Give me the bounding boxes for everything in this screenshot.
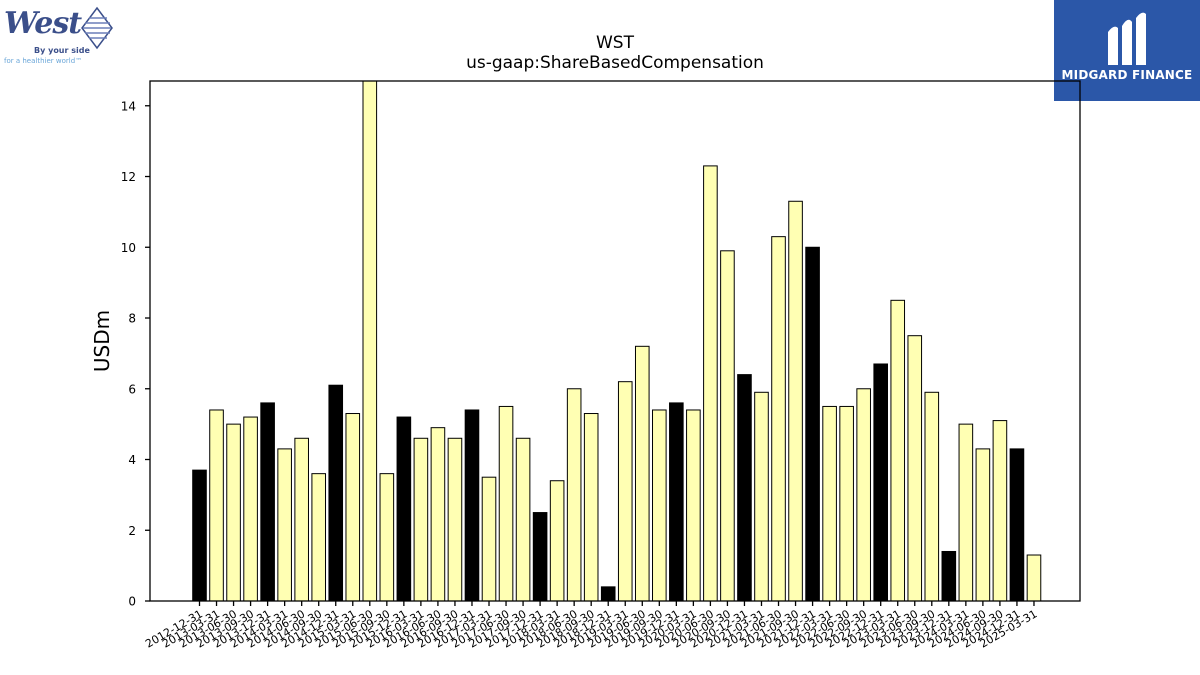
bar [941, 550, 957, 602]
bar [652, 409, 667, 602]
bar [430, 427, 446, 602]
bar [1026, 554, 1042, 602]
bar [209, 409, 224, 602]
bar [362, 80, 378, 602]
bar [311, 473, 327, 602]
y-tick-label: 10 [121, 241, 136, 255]
y-tick-label: 4 [128, 453, 136, 467]
plot-frame [149, 80, 1081, 602]
bar [413, 437, 429, 602]
bar [345, 413, 361, 602]
west-logo-tagline: By your side [34, 46, 90, 55]
y-tick-label: 14 [121, 99, 136, 113]
west-logo-tagline-secondary: for a healthier world™ [4, 57, 83, 65]
midgard-finance-brand: MIDGARD FINANCE [1061, 68, 1193, 82]
y-tick-label: 6 [128, 382, 136, 396]
bar [634, 345, 650, 602]
west-logo: West By your side for a healthier world™ [2, 4, 117, 68]
y-tick-label: 8 [128, 312, 136, 326]
bar [549, 480, 565, 602]
midgard-finance-logo: MIDGARD FINANCE [1054, 0, 1200, 101]
bar [226, 423, 241, 602]
bar [720, 250, 735, 602]
bar [617, 381, 633, 602]
bar [243, 416, 258, 602]
y-tick-label: 12 [121, 170, 136, 184]
y-axis-label: USDm [90, 310, 114, 372]
bar [805, 246, 820, 602]
bar [907, 335, 923, 602]
bar [532, 512, 548, 602]
bar [583, 413, 599, 602]
bar [379, 473, 395, 602]
bar [992, 420, 1008, 602]
bar [958, 423, 974, 602]
chart-title: WST [596, 33, 635, 53]
bar [294, 437, 309, 602]
bar [822, 405, 837, 602]
bar [737, 374, 752, 602]
bar [498, 405, 514, 602]
bar [873, 363, 889, 602]
bar [788, 200, 803, 602]
bar [600, 586, 616, 602]
bar [924, 391, 940, 602]
bar [481, 476, 497, 602]
chart-subtitle: us-gaap:ShareBasedCompensation [466, 53, 764, 73]
bar [890, 299, 906, 602]
y-tick-label: 2 [128, 524, 136, 538]
bar [515, 437, 531, 602]
bar [566, 388, 582, 602]
bar [328, 384, 344, 602]
y-tick-label: 0 [128, 595, 136, 609]
west-diamond-icon [81, 6, 113, 50]
bar [975, 448, 991, 602]
bar [856, 388, 871, 602]
bar [277, 448, 292, 602]
bar [754, 391, 769, 602]
bar [1009, 448, 1025, 602]
bar [839, 405, 854, 602]
bar [686, 409, 701, 602]
bar [192, 469, 207, 602]
bar [771, 236, 786, 602]
bar [396, 416, 412, 602]
bar [447, 437, 463, 602]
bar [703, 165, 718, 602]
bar [464, 409, 480, 602]
midgard-emblem-icon [1108, 12, 1146, 66]
bar [669, 402, 684, 602]
west-logo-wordmark: West [4, 6, 82, 41]
bar [260, 402, 275, 602]
